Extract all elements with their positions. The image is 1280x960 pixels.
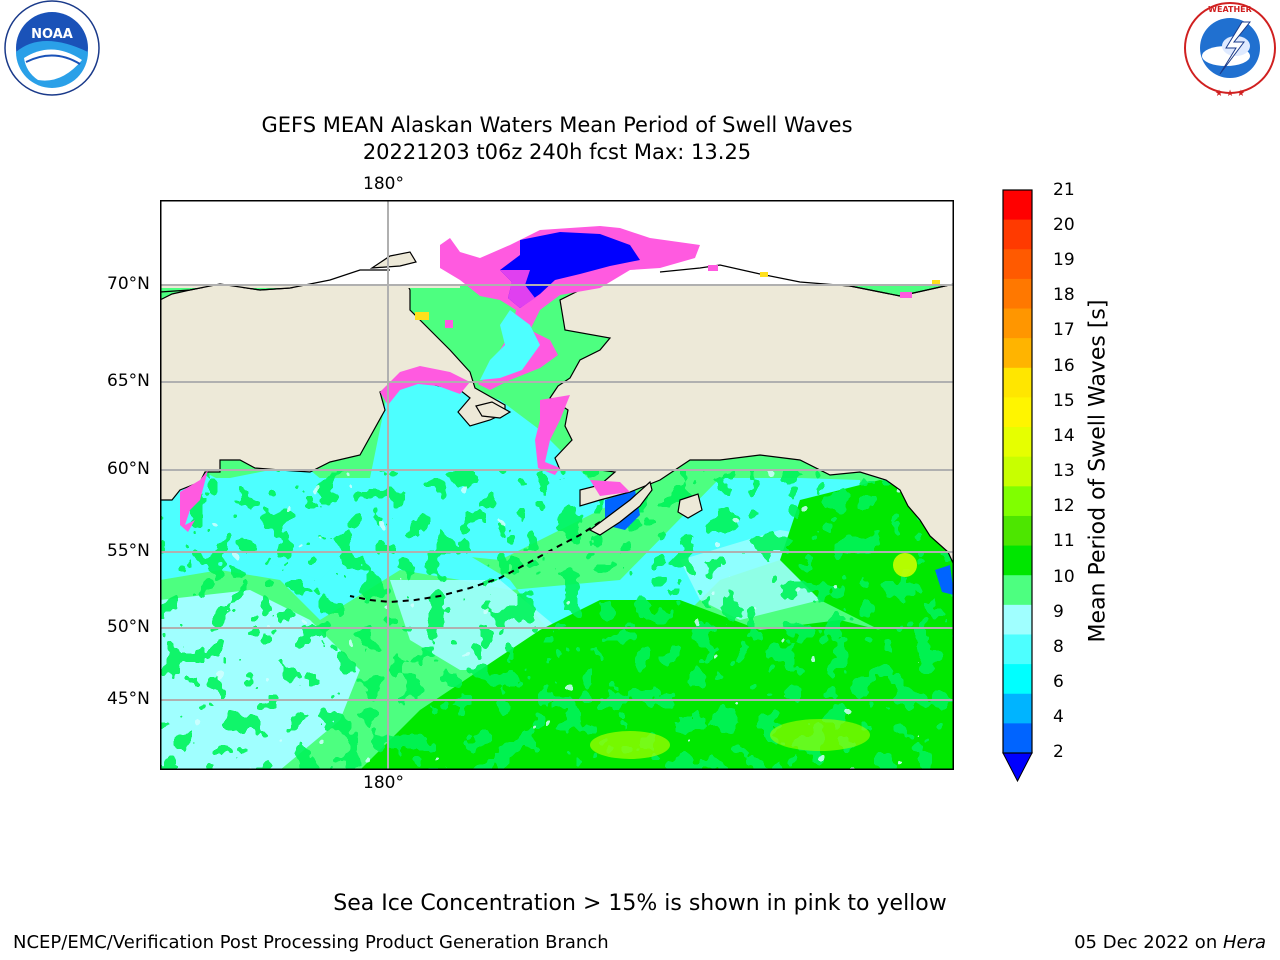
kodiak-island [677, 493, 703, 519]
noaa-logo: NOAA [2, 0, 102, 100]
lat-label-70: 70°N [107, 274, 150, 294]
colorbar-segment [1003, 634, 1032, 665]
lon-label-bottom: 180° [363, 773, 404, 793]
nws-logo: WEATHER ★ ★ ★ [1180, 0, 1280, 100]
svg-text:★ ★ ★: ★ ★ ★ [1215, 89, 1245, 99]
sea-ice-north-slope-4 [932, 280, 940, 285]
sea-ice-anadyr [180, 470, 208, 532]
colorbar-tick-21: 21 [1053, 180, 1075, 200]
footer-date-text: 05 Dec 2022 on [1074, 932, 1223, 953]
footer-machine: Hera [1222, 932, 1266, 953]
sea-ice-chukotka-yellow [415, 312, 429, 320]
colorbar-tick-18: 18 [1053, 285, 1075, 305]
sea-ice-bristol [590, 480, 630, 496]
colorbar-segment [1003, 219, 1032, 250]
colorbar-segment [1003, 545, 1032, 576]
colorbar-segment [1003, 664, 1032, 695]
chart-title: GEFS MEAN Alaskan Waters Mean Period of … [261, 113, 853, 137]
colorbar-segment [1003, 397, 1032, 428]
colorbar-tick-16: 16 [1053, 356, 1075, 376]
chart-subtitle: 20221203 t06z 240h fcst Max: 13.25 [362, 140, 752, 164]
colorbar-segment [1003, 427, 1032, 458]
st-lawrence-island [475, 401, 512, 419]
sea-ice-siberia-coast [380, 366, 470, 405]
green-yellow-spot-2 [770, 719, 870, 751]
lat-label-65: 65°N [107, 371, 150, 391]
colorbar-tick-8: 8 [1053, 637, 1064, 657]
map-gridlines [160, 200, 954, 770]
swell-period-map [159, 200, 955, 770]
southeast-alaska-blue [935, 565, 954, 595]
sea-ice-chukchi-core [500, 232, 640, 308]
colorbar-segment [1003, 456, 1032, 487]
colorbar-svg [1002, 189, 1033, 783]
green-yellow-spot-3 [893, 553, 917, 577]
lat-label-55: 55°N [107, 541, 150, 561]
colorbar-tick-13: 13 [1053, 461, 1075, 481]
colorbar-tick-17: 17 [1053, 320, 1075, 340]
sea-ice-note: Sea Ice Concentration > 15% is shown in … [333, 891, 947, 916]
colorbar-tick-11: 11 [1053, 531, 1075, 551]
noaa-logo-text: NOAA [31, 27, 73, 42]
sea-ice-chukotka-pink [445, 320, 453, 328]
colorbar-tick-9: 9 [1053, 602, 1064, 622]
arctic-coast-left [159, 269, 390, 293]
svg-text:WEATHER: WEATHER [1208, 5, 1252, 14]
sea-ice-norton [535, 395, 570, 475]
sea-ice-north-slope-2 [760, 272, 768, 277]
sea-ice-chukchi-inner [500, 270, 535, 308]
colorbar-segment [1003, 249, 1032, 280]
colorbar-tick-2: 2 [1053, 742, 1064, 762]
colorbar-tick-4: 4 [1053, 707, 1064, 727]
colorbar-segment [1003, 190, 1032, 221]
colorbar-segment [1003, 486, 1032, 517]
colorbar-tick-20: 20 [1053, 215, 1075, 235]
colorbar-tick-19: 19 [1053, 250, 1075, 270]
lat-label-50: 50°N [107, 617, 150, 637]
footer-credit: NCEP/EMC/Verification Post Processing Pr… [13, 932, 609, 953]
sea-ice-north-slope-3 [900, 292, 912, 298]
noaa-logo-icon: NOAA [4, 0, 100, 96]
colorbar [1002, 188, 1034, 783]
sea-ice-north-slope-1 [708, 265, 718, 271]
colorbar-segment [1003, 575, 1032, 606]
map-panel [159, 200, 955, 770]
colorbar-segment [1003, 367, 1032, 398]
colorbar-frame [1002, 189, 1033, 754]
colorbar-segment [1003, 338, 1032, 369]
lon-label-top: 180° [363, 174, 404, 194]
map-frame [160, 200, 954, 770]
colorbar-extend-arrow [1002, 752, 1033, 783]
colorbar-segment [1003, 515, 1032, 547]
colorbar-tick-6: 6 [1053, 672, 1064, 692]
alaska-peninsula [588, 480, 653, 536]
green-yellow-spot-1 [590, 731, 670, 759]
colorbar-segment [1003, 693, 1032, 724]
lat-label-45: 45°N [107, 689, 150, 709]
aleutian-islands [349, 521, 601, 604]
colorbar-tick-15: 15 [1053, 391, 1075, 411]
colorbar-segment [1003, 278, 1032, 310]
colorbar-label: Mean Period of Swell Waves [s] [1085, 299, 1111, 643]
arctic-coast-right [659, 264, 955, 297]
lat-label-60: 60°N [107, 459, 150, 479]
colorbar-segment [1003, 723, 1032, 754]
colorbar-segment [1003, 604, 1032, 635]
colorbar-tick-10: 10 [1053, 567, 1075, 587]
sea-ice-bering-strait [480, 310, 540, 380]
colorbar-segment [1003, 308, 1032, 339]
colorbar-tick-12: 12 [1053, 496, 1075, 516]
footer-date: 05 Dec 2022 on Hera [1074, 932, 1266, 953]
nws-logo-icon: WEATHER ★ ★ ★ [1184, 2, 1276, 99]
colorbar-tick-14: 14 [1053, 426, 1075, 446]
